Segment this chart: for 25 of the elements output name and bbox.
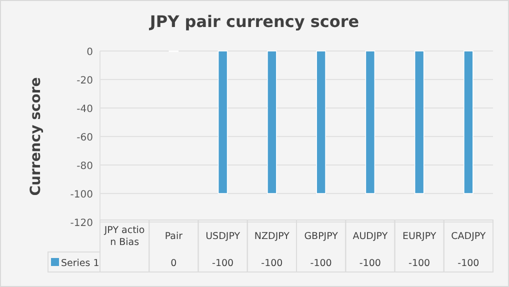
x-tick-label: JPY action Bias	[103, 225, 145, 248]
legend-label: Series 1	[61, 258, 100, 269]
x-tick-label: Pair	[164, 231, 183, 242]
y-tick-label: -20	[76, 76, 93, 86]
y-tick-label: -100	[70, 190, 93, 200]
data-label: -100	[408, 258, 430, 269]
x-tick-label: AUDJPY	[352, 231, 388, 242]
x-tick-label: GBPJPY	[304, 231, 338, 242]
x-tick-label: CADJPY	[451, 231, 486, 242]
x-tick-label: USDJPY	[206, 231, 240, 242]
data-label: -100	[261, 258, 283, 269]
data-label: -100	[359, 258, 381, 269]
y-tick-label: -80	[76, 161, 93, 172]
data-label: -100	[458, 258, 480, 269]
y-tick-label: -120	[70, 218, 93, 229]
x-tick-label: NZDJPY	[254, 231, 290, 242]
x-tick-label: EURJPY	[402, 231, 436, 242]
data-label: 0	[170, 258, 177, 269]
chart-title: JPY pair currency score	[148, 12, 360, 31]
data-label: -100	[212, 258, 234, 269]
data-label: -100	[310, 258, 332, 269]
y-tick-label: -60	[76, 132, 93, 144]
y-axis-title: Currency score	[28, 77, 44, 196]
y-tick-label: -40	[76, 104, 93, 115]
y-tick-label: 0	[86, 47, 93, 58]
